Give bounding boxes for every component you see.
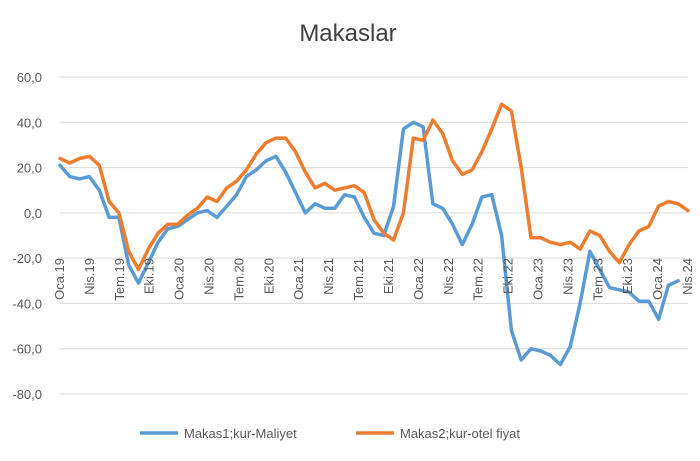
y-tick-label: -40,0 — [12, 296, 42, 311]
x-tick-label: Eki.23 — [620, 258, 635, 294]
x-tick-label: Oca.20 — [172, 258, 187, 300]
y-tick-label: 0,0 — [24, 206, 42, 221]
x-tick-label: Nis.21 — [321, 258, 336, 295]
x-tick-label: Nis.19 — [82, 258, 97, 295]
x-tick-label: Eki.19 — [142, 258, 157, 294]
x-tick-label: Oca.24 — [650, 258, 665, 300]
y-tick-label: -80,0 — [12, 387, 42, 402]
y-axis-ticks: 60,0 40,0 20,0 0,0 -20,0 -40,0 -60,0 -80,0 — [12, 70, 42, 402]
x-tick-label: Nis.23 — [560, 258, 575, 295]
x-tick-label: Nis.20 — [202, 258, 217, 295]
x-tick-label: Tem.20 — [231, 258, 246, 301]
series-line-2 — [58, 102, 690, 272]
x-tick-label: Nis.22 — [441, 258, 456, 295]
legend-label-2: Makas2;kur-otel fiyat — [400, 426, 520, 441]
series-line-1 — [58, 120, 680, 367]
chart-title: Makaslar — [299, 20, 396, 47]
legend-label-1: Makas1;kur-Maliyet — [184, 426, 297, 441]
x-tick-label: Tem.21 — [351, 258, 366, 301]
x-tick-label: Oca.23 — [530, 258, 545, 300]
y-tick-label: 60,0 — [17, 70, 42, 85]
x-tick-label: Oca.21 — [291, 258, 306, 300]
x-tick-label: Eki.21 — [381, 258, 396, 294]
x-tick-label: Eki.20 — [261, 258, 276, 294]
x-tick-label: Tem.19 — [112, 258, 127, 301]
x-tick-label: Nis.24 — [680, 258, 695, 295]
legend: Makas1;kur-Maliyet Makas2;kur-otel fiyat — [140, 426, 520, 441]
y-tick-label: -60,0 — [12, 342, 42, 357]
gridlines — [60, 76, 688, 395]
y-tick-label: -20,0 — [12, 251, 42, 266]
x-tick-label: Tem.23 — [590, 258, 605, 301]
y-tick-label: 40,0 — [17, 115, 42, 130]
x-axis-ticks: Oca.19 Nis.19 Tem.19 Eki.19 Oca.20 Nis.20 Tem.… — [52, 258, 695, 301]
x-tick-label: Eki.22 — [501, 258, 516, 294]
series-lines — [58, 102, 690, 367]
x-tick-label: Tem.22 — [471, 258, 486, 301]
x-tick-label: Oca.22 — [411, 258, 426, 300]
x-tick-label: Oca.19 — [52, 258, 67, 300]
y-tick-label: 20,0 — [17, 161, 42, 176]
